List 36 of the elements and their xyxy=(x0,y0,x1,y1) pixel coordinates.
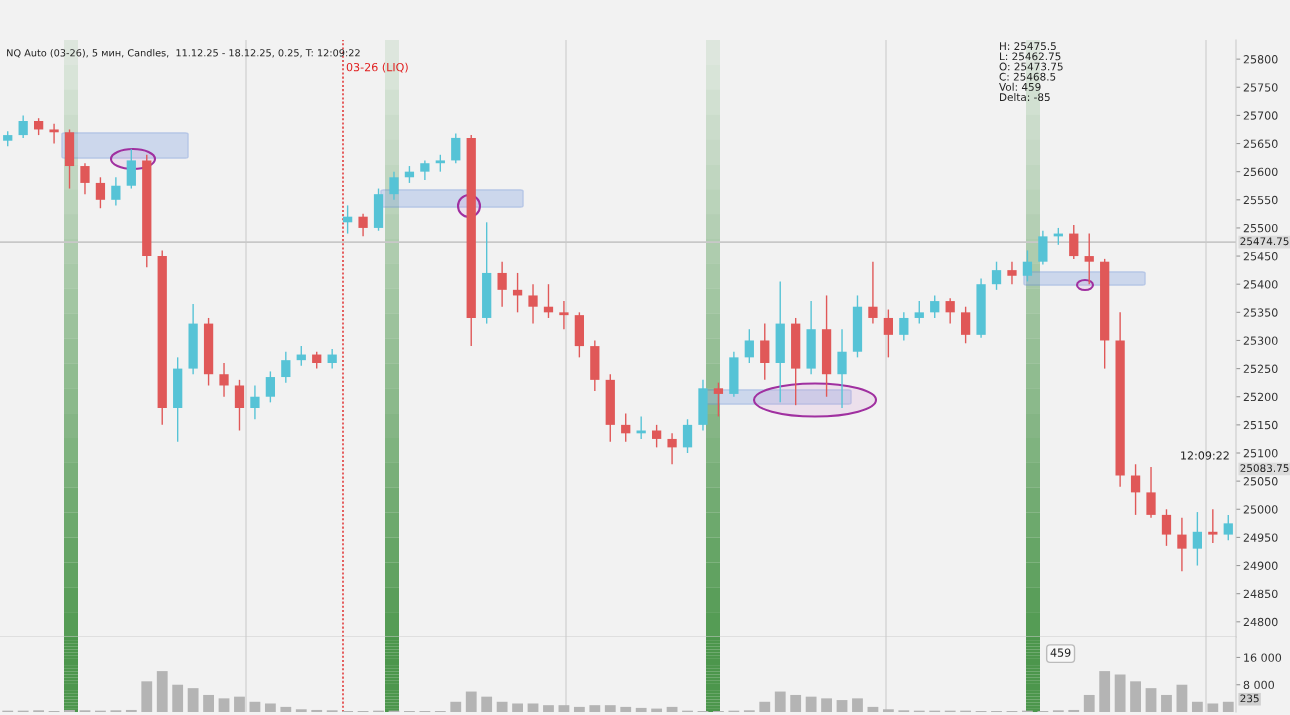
annotation: H: 25475.5 xyxy=(1000,42,1056,51)
y-tick-label: 24850 xyxy=(1243,589,1278,599)
annotation: C: 25468.5 xyxy=(999,72,1056,81)
y-tick-label: 25300 xyxy=(1243,336,1278,345)
y-tick-label: 25050 xyxy=(1243,477,1278,486)
y-tick-label: 25200 xyxy=(1243,392,1278,402)
y-tick-label: 25600 xyxy=(1243,167,1278,177)
y-tick-label: 25750 xyxy=(1243,83,1278,92)
annotation: 12:09:22 xyxy=(1181,451,1229,460)
y-tick-label: 24900 xyxy=(1243,561,1278,570)
y-tick-label: 25650 xyxy=(1243,139,1278,148)
y-tick-label: 25350 xyxy=(1243,308,1278,317)
annotation: Vol: 459 xyxy=(999,82,1041,91)
y-tick-label: 25400 xyxy=(1243,280,1278,289)
annotation: 03-26 (LIQ) xyxy=(346,62,408,73)
y-tick-label: 25100 xyxy=(1243,448,1278,458)
y-tick-label: 25800 xyxy=(1243,55,1278,64)
y-tick-label: 8 000 xyxy=(1243,680,1275,690)
y-tick-label: 24800 xyxy=(1243,617,1278,627)
ref-line-label: 25474.75 xyxy=(1240,237,1289,246)
text: 235 xyxy=(1240,694,1259,703)
y-tick-label: 25000 xyxy=(1243,505,1278,514)
y-tick-label: 24950 xyxy=(1243,533,1278,542)
y-tick-label: 25450 xyxy=(1243,252,1278,261)
annotation: O: 25473.75 xyxy=(999,62,1063,71)
annotation: 459 xyxy=(1050,648,1071,657)
y-tick-label: 25250 xyxy=(1243,364,1278,373)
y-tick-label: 25500 xyxy=(1243,223,1278,233)
y-tick-label: 25150 xyxy=(1243,420,1278,430)
annotation: L: 25462.75 xyxy=(1000,52,1061,61)
y-tick-label: 25700 xyxy=(1243,111,1278,120)
annotation: Delta: -85 xyxy=(1000,93,1050,102)
text: NQ Auto (03-26), 5 мин, Candles, 11.12.25 - 18.12.25, 0.25, T: 12:09:22 xyxy=(7,48,360,58)
y-tick-label: 25550 xyxy=(1243,195,1278,205)
y-tick-label: 16 000 xyxy=(1244,653,1282,662)
text: 25083.75 xyxy=(1240,464,1289,473)
